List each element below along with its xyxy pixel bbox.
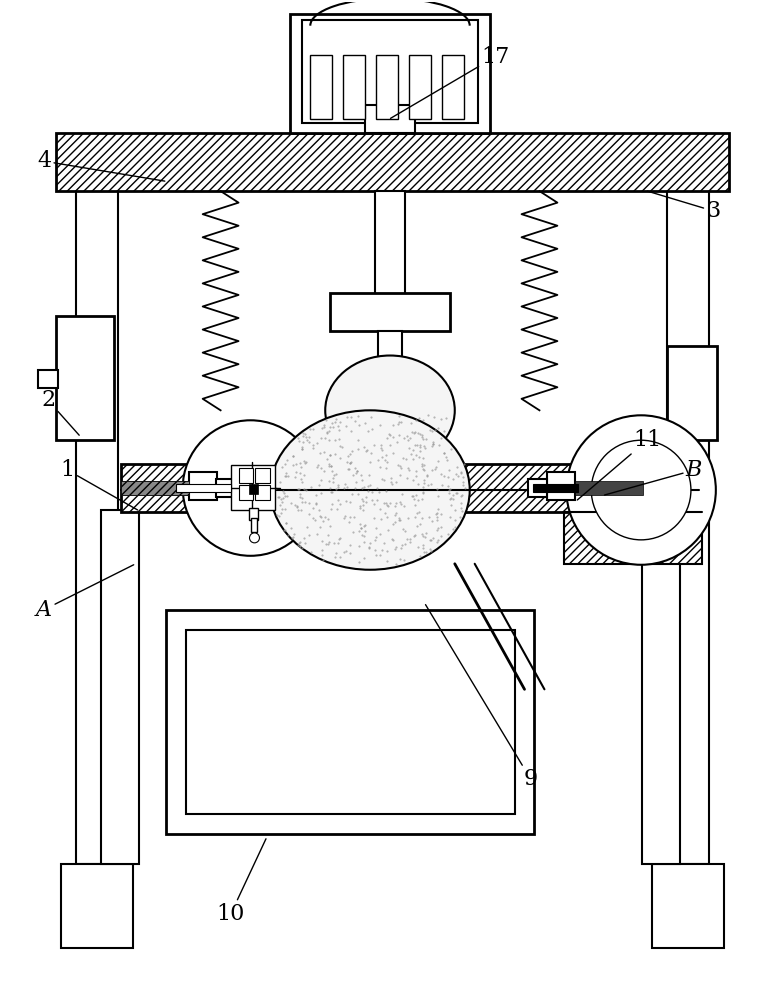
Text: 10: 10 <box>217 839 266 925</box>
Bar <box>189 472 216 500</box>
Bar <box>330 293 450 331</box>
Bar <box>61 864 133 948</box>
Bar <box>378 331 402 464</box>
Text: 2: 2 <box>41 389 79 435</box>
Bar <box>248 508 259 520</box>
Bar <box>216 479 236 497</box>
Bar <box>310 55 332 119</box>
Polygon shape <box>576 481 643 495</box>
Bar <box>652 864 724 948</box>
Bar <box>527 479 547 497</box>
Bar <box>166 610 534 834</box>
Text: 4: 4 <box>37 150 165 181</box>
Circle shape <box>183 420 319 556</box>
Bar <box>255 468 270 483</box>
Bar <box>251 518 258 532</box>
Bar <box>343 55 365 119</box>
Text: 1: 1 <box>60 459 137 510</box>
Text: 11: 11 <box>577 429 662 500</box>
Bar <box>376 55 398 119</box>
Bar <box>38 370 59 388</box>
Text: B: B <box>604 459 702 495</box>
Bar <box>375 191 405 301</box>
Bar <box>547 472 576 500</box>
Circle shape <box>249 533 259 543</box>
Ellipse shape <box>270 410 469 570</box>
Ellipse shape <box>325 356 455 465</box>
Polygon shape <box>121 481 189 495</box>
Bar <box>667 346 717 440</box>
Bar <box>248 484 259 494</box>
Bar <box>230 465 276 510</box>
Bar <box>365 105 415 133</box>
Text: 17: 17 <box>390 46 510 118</box>
Bar <box>302 20 478 123</box>
Bar <box>442 55 464 119</box>
Circle shape <box>566 415 716 565</box>
Bar <box>642 510 680 864</box>
Text: 9: 9 <box>426 605 537 790</box>
Bar <box>56 133 729 191</box>
Text: 3: 3 <box>647 191 721 222</box>
Bar <box>533 484 578 492</box>
Bar <box>176 484 230 492</box>
Text: A: A <box>36 565 134 621</box>
Bar <box>409 55 431 119</box>
Bar <box>255 485 270 500</box>
Circle shape <box>591 440 691 540</box>
Bar <box>56 316 114 440</box>
Bar <box>101 510 139 864</box>
Bar <box>565 512 702 564</box>
Bar <box>121 481 189 495</box>
Bar <box>291 14 490 133</box>
Bar <box>186 630 515 814</box>
Bar <box>667 191 709 864</box>
Bar <box>121 464 664 512</box>
Bar <box>238 468 254 483</box>
Bar <box>238 485 254 500</box>
Bar <box>76 191 118 864</box>
